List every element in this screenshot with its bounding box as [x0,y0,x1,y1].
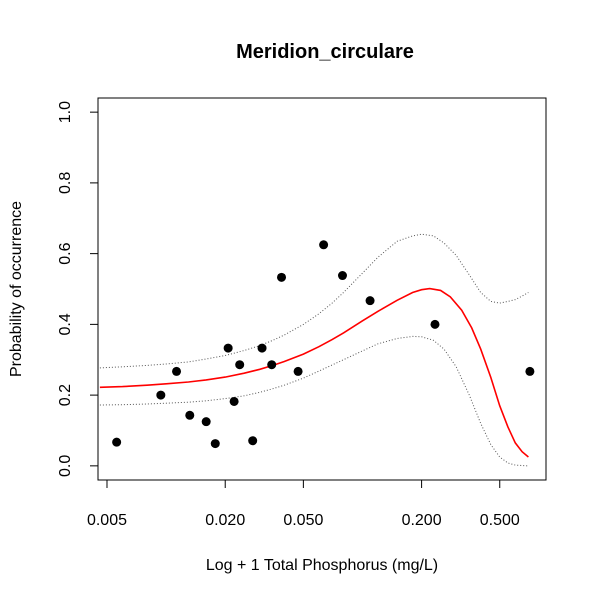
x-tick-label: 0.005 [87,512,127,529]
x-tick-label: 0.500 [480,512,520,529]
data-point [112,437,122,447]
data-point [229,396,239,406]
upper-confidence-band [99,233,529,369]
data-point [185,410,195,420]
data-point [525,366,535,376]
y-axis: 0.0 0.2 0.4 0.6 0.8 1.0 [57,101,99,477]
data-point [201,417,211,427]
x-tick-label: 0.020 [205,512,245,529]
data-point [235,360,245,370]
x-axis: 0.005 0.020 0.050 0.200 0.500 [87,479,520,529]
data-point [337,271,347,281]
data-point [293,366,303,376]
fit-curve [99,287,529,458]
y-tick-label: 0.6 [57,242,74,264]
confidence-bands [99,233,529,467]
data-point [267,360,277,370]
y-axis-label: Probability of occurrence [8,201,25,377]
x-tick-label: 0.200 [402,512,442,529]
data-point [430,319,440,329]
y-tick-label: 0.0 [57,455,74,477]
data-point [156,390,166,400]
fit-curve-group [99,287,529,458]
y-tick-label: 1.0 [57,101,74,123]
data-point [277,272,287,282]
data-point [210,439,220,449]
data-point [257,343,267,353]
y-tick-label: 0.8 [57,172,74,194]
data-point [365,296,375,306]
data-point [172,366,182,376]
x-axis-label: Log + 1 Total Phosphorus (mg/L) [206,557,438,574]
y-tick-label: 0.4 [57,313,74,335]
data-point [248,436,258,446]
x-tick-label: 0.050 [283,512,323,529]
data-point [223,343,233,353]
chart-title: Meridion_circulare [236,41,414,63]
data-point [319,240,329,250]
y-tick-label: 0.2 [57,384,74,406]
data-points [112,240,535,449]
lower-confidence-band [99,335,529,467]
